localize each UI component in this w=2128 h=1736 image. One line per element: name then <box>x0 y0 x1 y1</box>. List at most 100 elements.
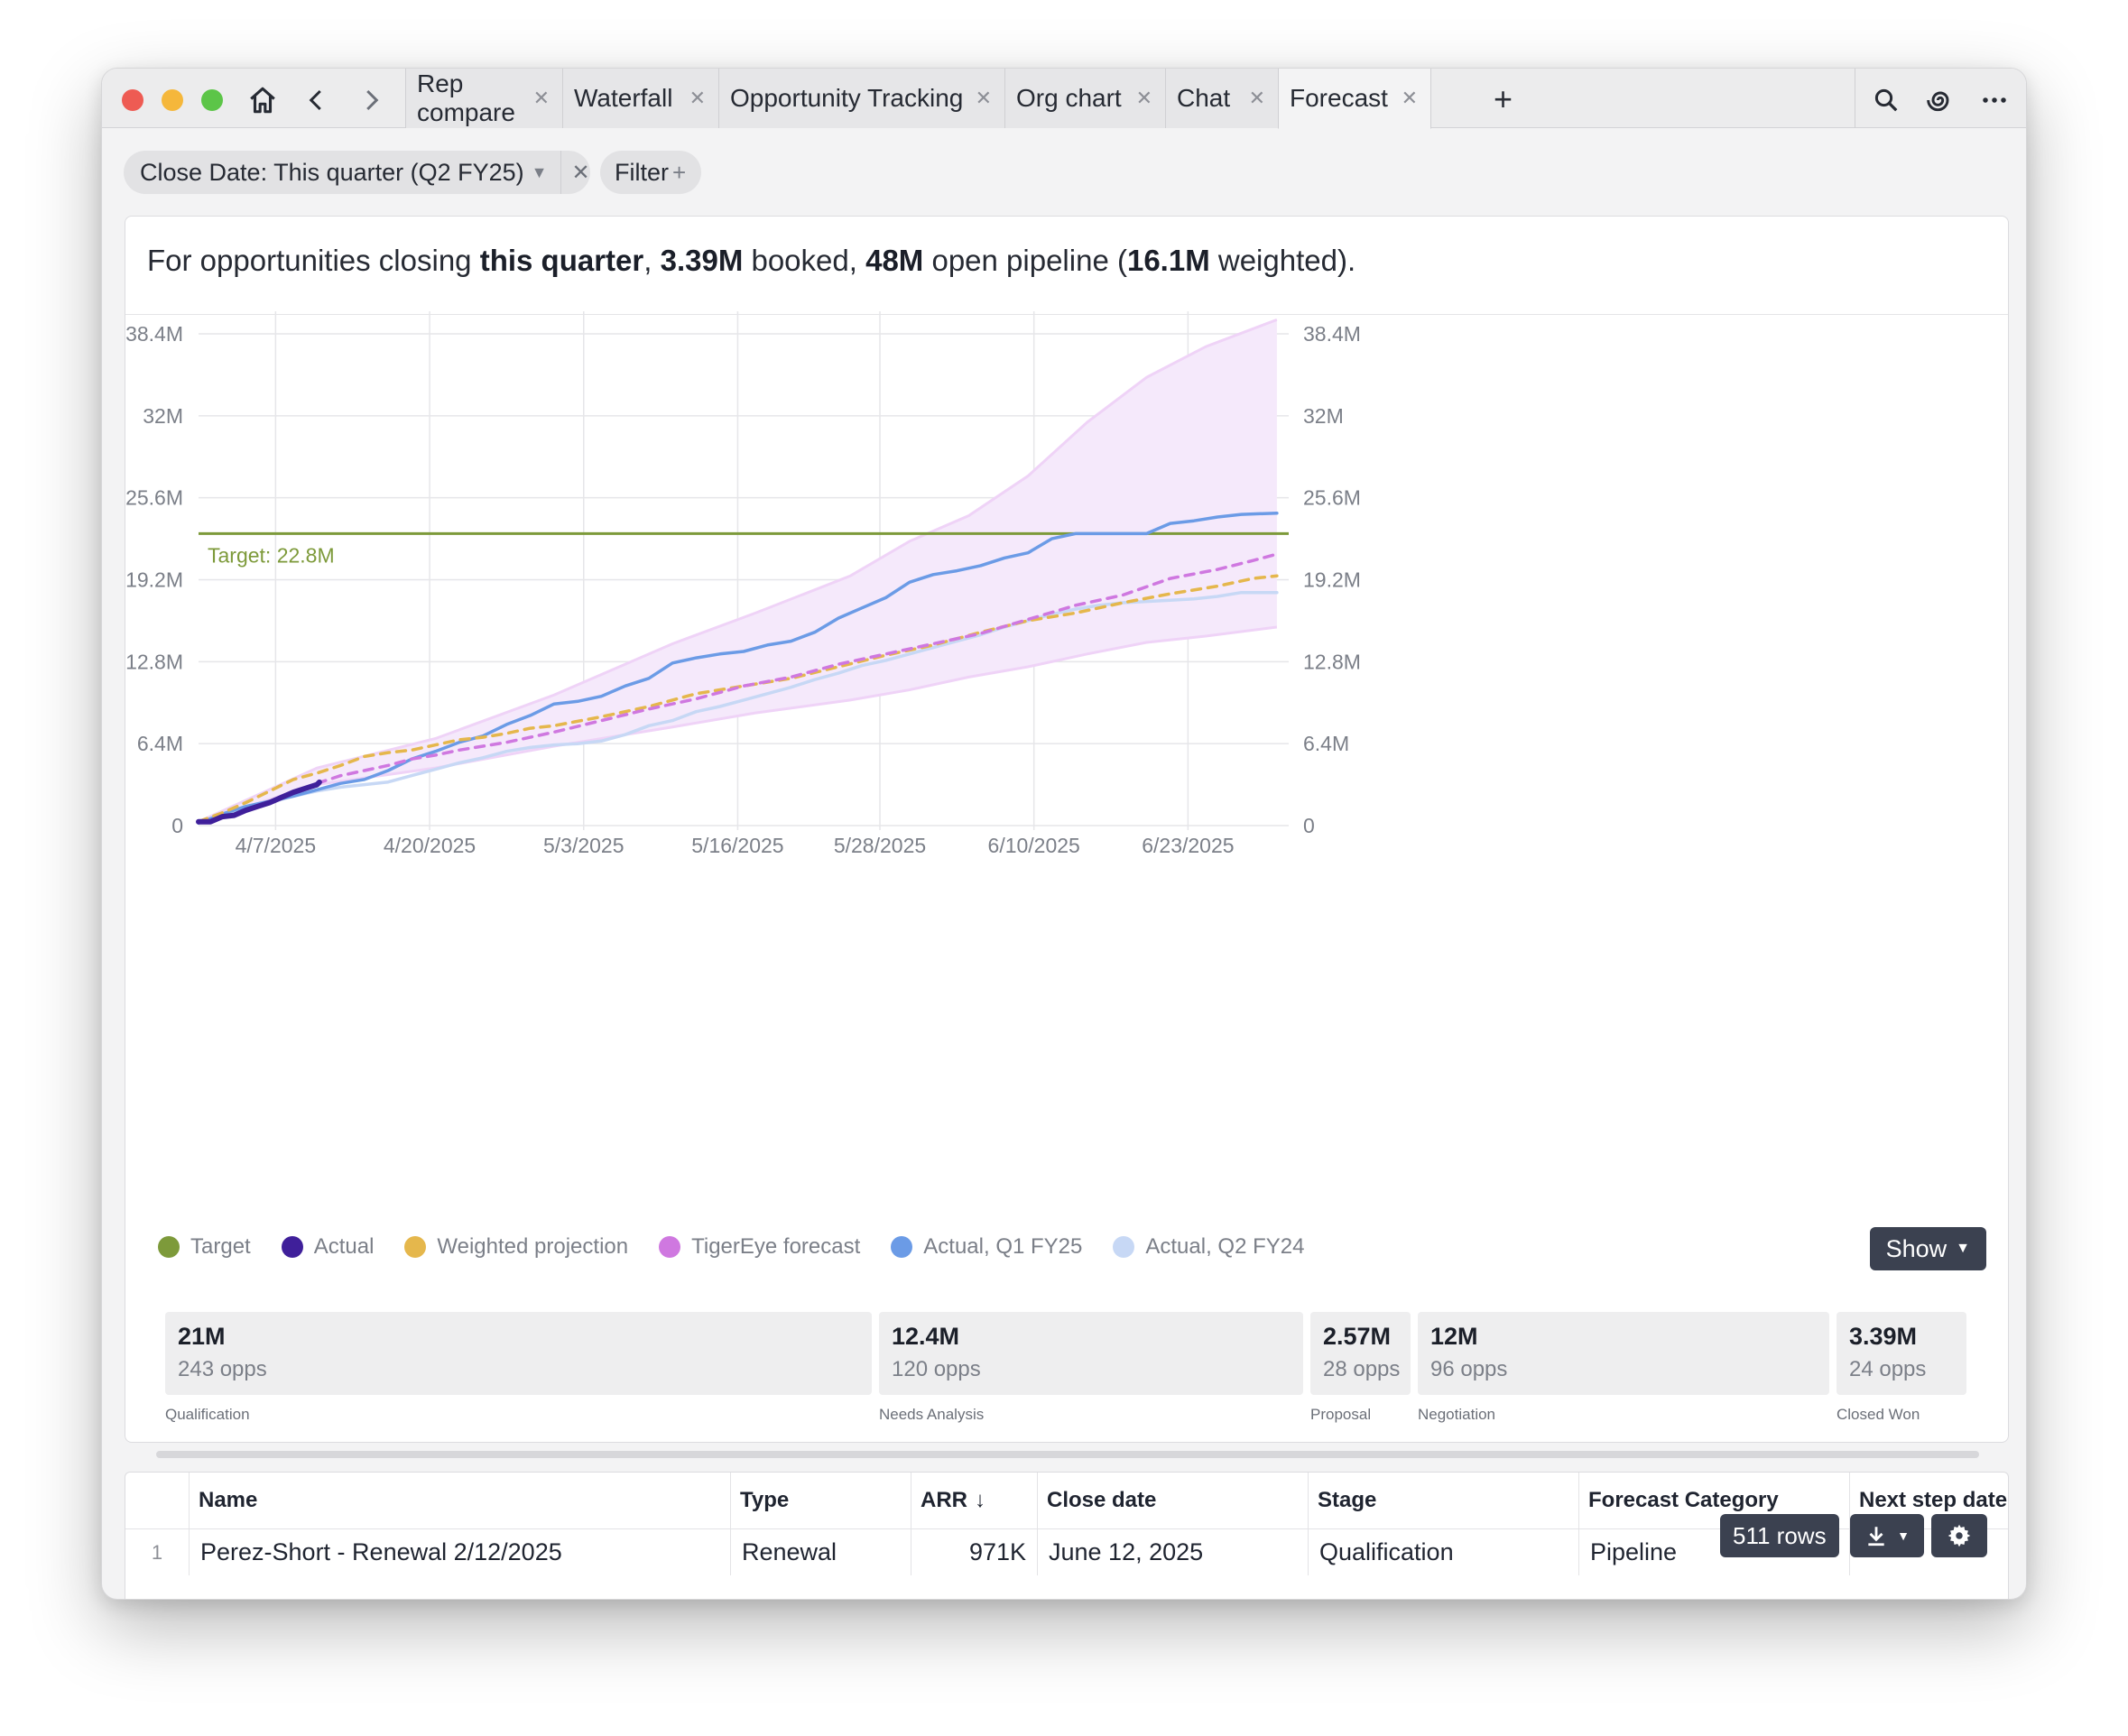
x-tick-label: 5/3/2025 <box>543 834 625 857</box>
legend-label: TigerEye forecast <box>691 1234 861 1259</box>
legend-dot <box>659 1236 681 1258</box>
legend-item-actual-q1-fy25[interactable]: Actual, Q1 FY25 <box>891 1234 1082 1260</box>
legend-label: Actual <box>313 1234 375 1259</box>
close-icon[interactable]: ✕ <box>1401 87 1418 109</box>
y-tick-label-left: 6.4M <box>137 732 183 755</box>
tab-label: Waterfall <box>574 84 673 112</box>
clear-filter-icon[interactable]: ✕ <box>571 160 590 185</box>
stage-closed-won[interactable]: 3.39M 24 opps <box>1837 1312 1966 1395</box>
cell-type[interactable]: Renewal <box>730 1528 911 1575</box>
column-header-close-date[interactable]: Close date <box>1037 1473 1308 1528</box>
stage-needs-analysis[interactable]: 12.4M 120 opps <box>879 1312 1303 1395</box>
close-icon[interactable]: ✕ <box>689 87 706 109</box>
column-label: Stage <box>1318 1488 1377 1512</box>
y-tick-label-left: 19.2M <box>125 568 183 592</box>
column-label: Name <box>199 1488 258 1512</box>
back-icon[interactable] <box>299 82 335 118</box>
stage-amount: 12M <box>1430 1323 1478 1350</box>
cell-next-step-date[interactable] <box>1849 1528 2008 1575</box>
stage-label: Needs Analysis <box>879 1406 985 1423</box>
search-icon[interactable] <box>1868 82 1904 118</box>
y-tick-label-right: 12.8M <box>1303 650 1361 673</box>
weighted-text: weighted). <box>1209 244 1356 277</box>
column-label: Forecast Category <box>1588 1488 1779 1512</box>
x-tick-label: 6/10/2025 <box>988 834 1080 857</box>
stage-proposal[interactable]: 2.57M 28 opps <box>1310 1312 1411 1395</box>
legend-item-weighted-projection[interactable]: Weighted projection <box>404 1234 628 1260</box>
more-icon[interactable] <box>1976 82 2012 118</box>
column-header-forecast-category[interactable]: Forecast Category <box>1578 1473 1849 1528</box>
tab-opportunity-tracking[interactable]: Opportunity Tracking ✕ <box>718 69 1004 128</box>
stage-qualification[interactable]: 21M 243 opps <box>165 1312 872 1395</box>
chart-legend: Target Actual Weighted projection TigerE… <box>158 1234 1335 1260</box>
stage-opps: 243 opps <box>178 1357 267 1381</box>
download-icon <box>1868 1527 1884 1547</box>
column-header-type[interactable]: Type <box>730 1473 911 1528</box>
open-pipeline-value: 48M <box>865 244 924 277</box>
tab-org-chart[interactable]: Org chart ✕ <box>1004 69 1165 128</box>
stage-label: Qualification <box>165 1406 250 1423</box>
forward-icon[interactable] <box>353 82 389 118</box>
series-actual-q1-fy25 <box>197 511 1279 825</box>
legend-item-actual[interactable]: Actual <box>281 1234 375 1260</box>
download-button[interactable]: ▼ <box>1850 1514 1924 1557</box>
column-header-stage[interactable]: Stage <box>1308 1473 1578 1528</box>
cell-name[interactable]: Perez-Short - Renewal 2/12/2025 <box>189 1528 730 1575</box>
tab-label: Org chart <box>1016 84 1122 112</box>
column-label: Type <box>740 1488 790 1512</box>
row-number-header <box>125 1473 189 1528</box>
y-tick-label-right: 0 <box>1303 814 1315 837</box>
forecast-chart: 0 0 6.4M 6.4M 12.8M 12.8M 19.2M 19.2M 25.6M 25.6M… <box>125 311 1361 857</box>
stage-opps: 28 opps <box>1323 1357 1401 1381</box>
close-window-button[interactable] <box>122 89 143 111</box>
tab-forecast[interactable]: Forecast ✕ <box>1278 69 1431 129</box>
horizontal-scrollbar[interactable] <box>156 1451 1979 1458</box>
stage-opps: 24 opps <box>1849 1357 1927 1381</box>
series-weighted-projection <box>197 574 1279 824</box>
new-tab-icon[interactable]: + <box>1494 80 1513 117</box>
app-window: Rep compare ✕ Waterfall ✕ Opportunity Tr… <box>101 68 2027 1600</box>
close-icon[interactable]: ✕ <box>1248 87 1265 109</box>
stage-label: Closed Won <box>1837 1406 1920 1423</box>
x-tick-label: 4/7/2025 <box>236 834 317 857</box>
show-button[interactable]: Show ▼ <box>1869 1227 1986 1270</box>
minimize-window-button[interactable] <box>162 89 183 111</box>
cell-close-date[interactable]: June 12, 2025 <box>1037 1528 1308 1575</box>
close-icon[interactable]: ✕ <box>975 87 992 109</box>
close-date-filter[interactable]: Close Date: This quarter (Q2 FY25) ▼ ✕ <box>124 151 590 194</box>
weighted-value: 16.1M <box>1126 244 1210 277</box>
spiral-icon[interactable] <box>1922 82 1958 118</box>
tab-chat[interactable]: Chat ✕ <box>1165 69 1278 128</box>
maximize-window-button[interactable] <box>201 89 223 111</box>
close-icon[interactable]: ✕ <box>1135 87 1152 109</box>
opportunities-table: Name Type ARR ↓ Close date Stage Forecast… <box>125 1472 2009 1599</box>
home-icon[interactable] <box>245 82 281 118</box>
legend-item-actual-q2-fy24[interactable]: Actual, Q2 FY24 <box>1113 1234 1304 1260</box>
column-label: Next step date <box>1859 1488 2008 1512</box>
summary-period: this quarter <box>479 244 644 277</box>
settings-button[interactable] <box>1931 1514 1987 1557</box>
legend-item-target[interactable]: Target <box>158 1234 251 1260</box>
stage-label: Negotiation <box>1418 1406 1496 1423</box>
cell-arr[interactable]: 971K <box>911 1528 1037 1575</box>
x-tick-label: 4/20/2025 <box>384 834 476 857</box>
y-tick-label-right: 32M <box>1303 404 1344 428</box>
cell-forecast-category[interactable]: Pipeline <box>1578 1528 1849 1575</box>
cell-stage[interactable]: Qualification <box>1308 1528 1578 1575</box>
tab-waterfall[interactable]: Waterfall ✕ <box>562 69 718 128</box>
y-tick-label-left: 32M <box>143 404 183 428</box>
column-header-name[interactable]: Name <box>189 1473 730 1528</box>
stage-negotiation[interactable]: 12M 96 opps <box>1418 1312 1829 1395</box>
legend-label: Actual, Q2 FY24 <box>1145 1234 1305 1259</box>
tab-rep-compare[interactable]: Rep compare ✕ <box>405 69 562 128</box>
close-date-filter-label: Close Date: This quarter (Q2 FY25) <box>140 158 524 186</box>
column-header-arr[interactable]: ARR ↓ <box>911 1473 1037 1528</box>
legend-item-tigereye-forecast[interactable]: TigerEye forecast <box>659 1234 860 1260</box>
chevron-down-icon[interactable]: ▼ <box>531 162 548 181</box>
open-pipeline-text: open pipeline ( <box>923 244 1127 277</box>
close-icon[interactable]: ✕ <box>532 87 550 109</box>
add-filter-button[interactable]: Filter + <box>600 151 701 194</box>
series-actual-q2-fy24 <box>197 590 1279 825</box>
column-header-next-step-date[interactable]: Next step date <box>1849 1473 2008 1528</box>
booked-value: 3.39M <box>660 244 744 277</box>
